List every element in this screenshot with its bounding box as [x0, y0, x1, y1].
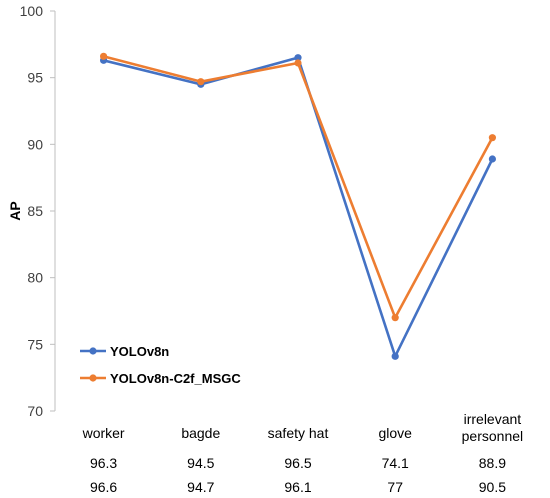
legend-swatch-marker	[89, 347, 97, 355]
y-tick-label: 85	[27, 203, 43, 219]
data-table-value: 96.6	[90, 479, 117, 495]
data-point	[294, 54, 302, 62]
data-table-value: 74.1	[382, 455, 409, 471]
x-category-label: glove	[378, 425, 412, 441]
legend-label: YOLOv8n	[110, 344, 169, 359]
x-category-label: personnel	[462, 428, 524, 444]
data-table-value: 94.5	[187, 455, 214, 471]
y-tick-label: 100	[20, 3, 44, 19]
data-point	[488, 134, 496, 142]
data-table-value: 77	[387, 479, 403, 495]
x-category-label: irrelevant	[464, 411, 522, 427]
y-axis-label: AP	[7, 201, 23, 220]
x-category-label: bagde	[181, 425, 220, 441]
data-point	[391, 314, 399, 322]
legend-label: YOLOv8n-C2f_MSGC	[110, 371, 241, 386]
series-line	[103, 56, 494, 358]
data-table-value: 96.5	[284, 455, 311, 471]
data-table-value: 90.5	[479, 479, 506, 495]
data-table-value: 96.1	[284, 479, 311, 495]
y-tick-label: 95	[27, 70, 43, 86]
data-point	[391, 352, 399, 360]
x-category-label: worker	[82, 425, 125, 441]
legend-swatch-marker	[89, 374, 97, 382]
data-table-value: 94.7	[187, 479, 214, 495]
y-tick-label: 80	[27, 270, 43, 286]
data-point	[488, 155, 496, 163]
y-tick-label: 90	[27, 136, 43, 152]
data-table-value: 88.9	[479, 455, 506, 471]
data-point	[294, 59, 302, 67]
data-point	[197, 78, 205, 86]
y-tick-label: 70	[27, 403, 43, 419]
y-tick-label: 75	[27, 336, 43, 352]
x-category-label: safety hat	[268, 425, 329, 441]
data-table-value: 96.3	[90, 455, 117, 471]
data-point	[100, 52, 108, 60]
